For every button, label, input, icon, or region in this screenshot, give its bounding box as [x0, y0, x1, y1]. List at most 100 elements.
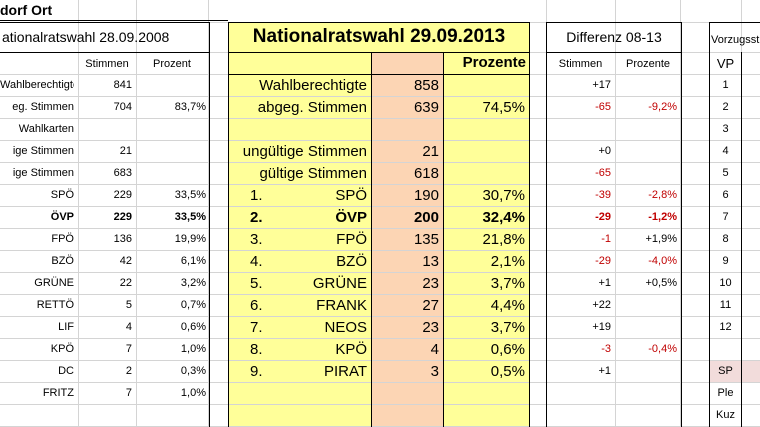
- grid-row-line: [0, 162, 760, 163]
- center-row-stimmen: 23: [422, 275, 439, 292]
- right-row-vp: 9: [722, 255, 729, 267]
- diff-row-prozent: [615, 317, 677, 338]
- diff-title: Differenz 08-13: [566, 29, 662, 45]
- right-title: Vorzugsst: [711, 34, 760, 46]
- grid-col-line: [208, 0, 209, 427]
- diff-row-stimmen: -65: [595, 167, 611, 179]
- left-row-stimmen: 2: [125, 365, 132, 377]
- right-row-vp: 1: [722, 79, 729, 91]
- center-row-prozent: [444, 163, 525, 184]
- diff-row-prozent: [615, 75, 677, 96]
- diff-row-stimmen: -29: [595, 211, 611, 223]
- diff-row-stimmen: -1: [601, 233, 611, 245]
- diff-row-prozent: -1,2%: [648, 211, 677, 223]
- right-vp-right-border: [741, 52, 742, 427]
- left-row-label: ÖVP: [50, 211, 74, 223]
- diff-title-bottom: [546, 52, 682, 53]
- left-title-top: [0, 22, 210, 23]
- center-title-bottom: [228, 52, 530, 53]
- center-row-stimmen: 858: [413, 77, 439, 94]
- center-row-prozent: 21,8%: [482, 231, 525, 248]
- grid-col-line: [680, 0, 681, 427]
- grid-row-line: [0, 338, 760, 339]
- center-row-label: FRANK: [316, 297, 367, 314]
- center-row-rank: 7.: [250, 319, 263, 336]
- left-row-stimmen: [78, 119, 132, 140]
- center-row-stimmen: 639: [413, 99, 439, 116]
- diff-row-stimmen: +1: [598, 365, 611, 377]
- center-row-rank: 4.: [250, 253, 263, 270]
- center-row-label: [230, 383, 367, 404]
- center-votes-right-border: [443, 52, 444, 427]
- center-votes-left-border: [371, 52, 372, 427]
- left-row-stimmen: 4: [125, 321, 132, 333]
- grid-row-line: [0, 184, 760, 185]
- center-row-rank: 2.: [250, 209, 263, 226]
- right-block-left-border: [709, 22, 710, 427]
- right-row-vp: 11: [719, 299, 732, 311]
- center-row-label: NEOS: [324, 319, 367, 336]
- grid-row-line: [0, 118, 760, 119]
- diff-block-left-border: [546, 22, 547, 427]
- right-row-vp: Ple: [717, 387, 734, 399]
- left-row-stimmen: 5: [125, 299, 132, 311]
- diff-row-stimmen: [546, 383, 611, 404]
- center-block-left-border: [228, 22, 229, 427]
- left-row-stimmen: 841: [113, 79, 132, 91]
- grid-row-line: [0, 272, 760, 273]
- center-row-rank: 6.: [250, 297, 263, 314]
- left-row-stimmen: 21: [119, 145, 132, 157]
- diff-row-prozent: -9,2%: [648, 101, 677, 113]
- center-row-stimmen: 23: [422, 319, 439, 336]
- center-row-rank: 1.: [250, 187, 263, 204]
- right-row-vp: 6: [722, 189, 729, 201]
- left-row-stimmen: 229: [113, 211, 132, 223]
- center-row-stimmen: 27: [422, 297, 439, 314]
- center-votes-peach-column: [371, 52, 443, 427]
- center-row-prozent: 0,6%: [490, 341, 525, 358]
- diff-row-stimmen: +0: [598, 145, 611, 157]
- center-row-stimmen: 618: [413, 165, 439, 182]
- center-row-prozent: 74,5%: [482, 99, 525, 116]
- left-row-stimmen: 683: [113, 167, 132, 179]
- center-row-label: gültige Stimmen: [259, 165, 367, 182]
- center-block-right-border: [529, 22, 530, 427]
- diff-row-stimmen: -39: [595, 189, 611, 201]
- left-row-prozent: 1,0%: [180, 343, 206, 355]
- diff-row-prozent: [615, 295, 677, 316]
- left-row-label: FPÖ: [51, 233, 74, 245]
- left-col-stimmen-header: Stimmen: [85, 58, 129, 70]
- center-row-label: SPÖ: [335, 187, 367, 204]
- center-row-prozent: 4,4%: [490, 297, 525, 314]
- grid-row-line: [0, 360, 760, 361]
- diff-title-top: [546, 22, 682, 23]
- right-col-vp-header: VP: [716, 56, 735, 71]
- left-row-prozent: 33,5%: [174, 211, 206, 223]
- left-row-stimmen: 704: [113, 101, 132, 113]
- center-row-prozent: [444, 75, 525, 96]
- grid-row-line: [0, 228, 760, 229]
- left-row-label: ige Stimmen: [12, 145, 74, 157]
- diff-row-stimmen: +22: [592, 299, 611, 311]
- diff-row-stimmen: [546, 119, 611, 140]
- left-row-label: LIF: [58, 321, 74, 333]
- right-row-vp: SP: [718, 365, 733, 377]
- center-row-rank: 9.: [250, 363, 263, 380]
- right-sp-cell-pink: [710, 361, 760, 383]
- grid-col-line: [136, 0, 137, 427]
- center-row-prozent: 32,4%: [482, 209, 525, 226]
- left-row-prozent: 0,6%: [180, 321, 206, 333]
- center-title-top: [228, 22, 530, 23]
- center-row-label: PIRAT: [323, 363, 367, 380]
- center-header-bottom: [228, 74, 530, 75]
- right-row-vp: 2: [722, 101, 729, 113]
- center-row-stimmen: 135: [413, 231, 439, 248]
- diff-row-prozent: +1,9%: [645, 233, 678, 245]
- center-row-label: BZÖ: [336, 253, 367, 270]
- diff-row-stimmen: +1: [598, 277, 611, 289]
- left-row-stimmen: 7: [125, 387, 132, 399]
- left-row-label: DC: [58, 365, 74, 377]
- left-row-label: FRITZ: [42, 387, 74, 399]
- left-row-prozent: 33,5%: [174, 189, 206, 201]
- diff-col-prozente-header: Prozente: [625, 58, 671, 70]
